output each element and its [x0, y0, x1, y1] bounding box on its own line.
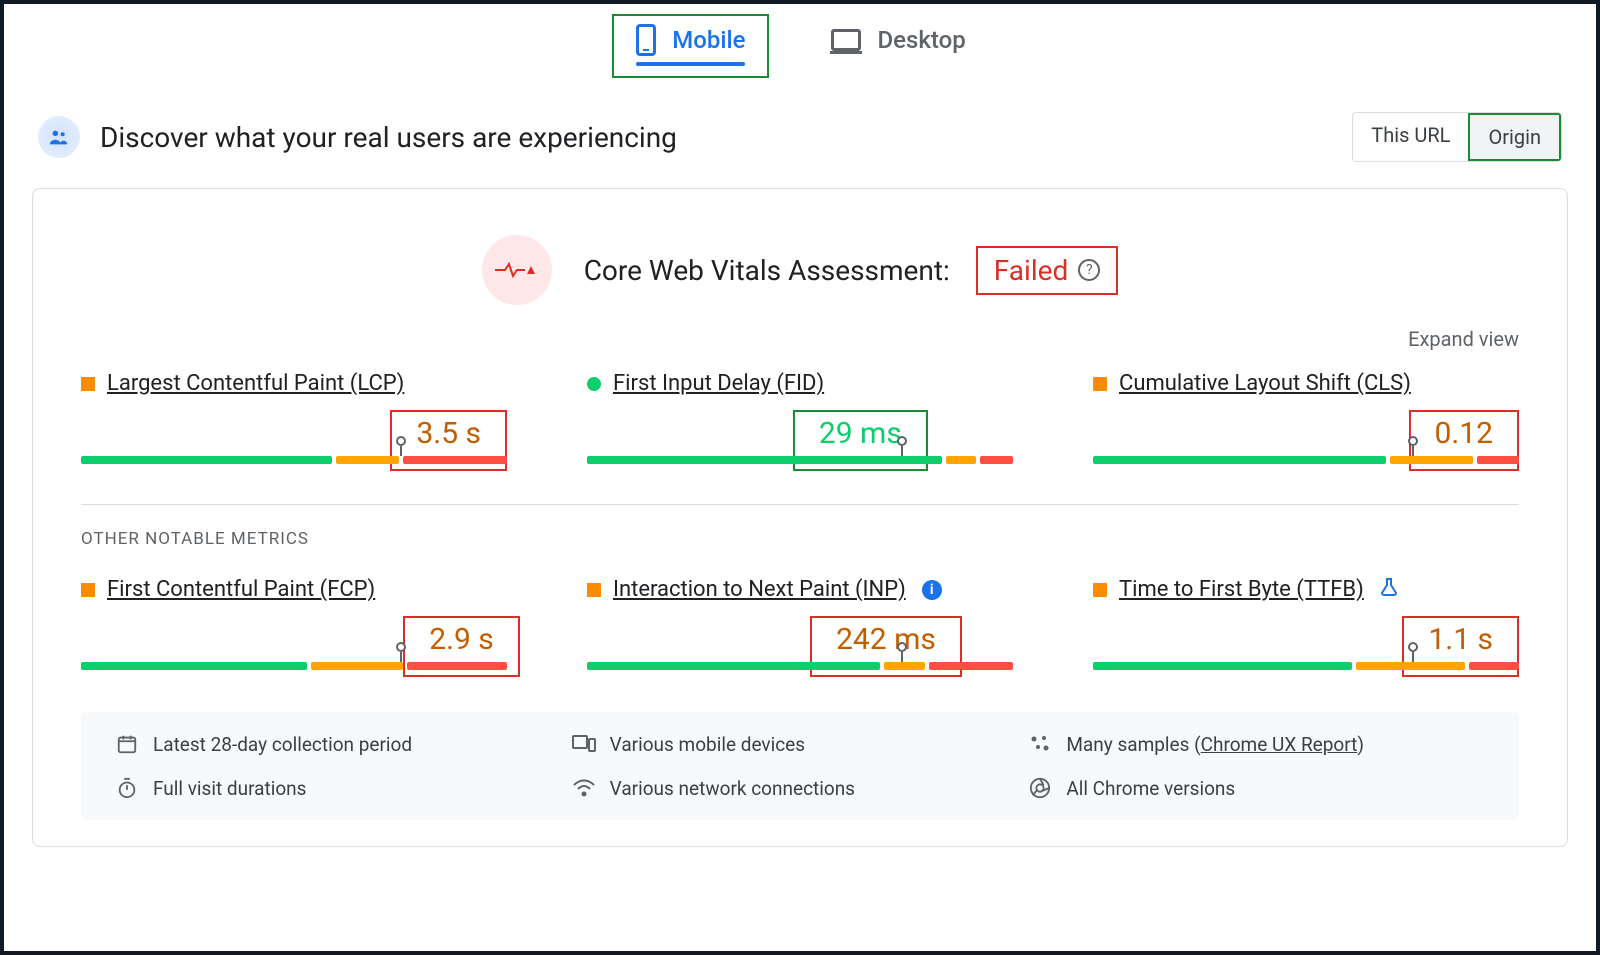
metric-lcp: Largest Contentful Paint (LCP) 3.5 s [81, 371, 507, 470]
metric-value-lcp: 3.5 s [416, 416, 481, 451]
experimental-icon [1380, 577, 1398, 602]
page-headline: Discover what your real users are experi… [100, 121, 677, 154]
status-indicator-ttfb [1093, 583, 1107, 597]
distribution-marker-fcp [396, 642, 406, 662]
users-icon [38, 116, 80, 158]
durations-text: Full visit durations [153, 777, 306, 800]
metric-cls: Cumulative Layout Shift (CLS) 0.12 [1093, 371, 1519, 470]
distribution-marker-cls [1408, 436, 1418, 456]
metric-value-inp: 242 ms [836, 622, 936, 657]
data-collection-info: Latest 28-day collection period Various … [81, 712, 1519, 820]
device-tabs: Mobile Desktop [32, 14, 1568, 78]
assessment-row: Core Web Vitals Assessment: Failed ? [81, 235, 1519, 305]
metrics-divider [81, 504, 1519, 505]
distribution-marker-inp [897, 642, 907, 662]
metric-name-inp[interactable]: Interaction to Next Paint (INP) [613, 577, 906, 602]
assessment-status-box: Failed ? [976, 246, 1119, 295]
metric-inp: Interaction to Next Paint (INP) i 242 ms [587, 577, 1013, 676]
assessment-status: Failed [994, 254, 1069, 287]
tab-mobile[interactable]: Mobile [612, 14, 769, 78]
metric-fcp: First Contentful Paint (FCP) 2.9 s [81, 577, 507, 676]
pulse-icon [482, 235, 552, 305]
scatter-icon [1028, 732, 1052, 756]
metric-name-lcp[interactable]: Largest Contentful Paint (LCP) [107, 371, 404, 396]
chrome-icon [1028, 776, 1052, 800]
mobile-icon [636, 24, 656, 56]
desktop-icon [831, 29, 861, 51]
metric-name-cls[interactable]: Cumulative Layout Shift (CLS) [1119, 371, 1411, 396]
status-indicator-fcp [81, 583, 95, 597]
core-web-vitals-grid: Largest Contentful Paint (LCP) 3.5 s Fir… [81, 371, 1519, 470]
other-metrics-label: OTHER NOTABLE METRICS [81, 529, 1519, 549]
expand-view-link[interactable]: Expand view [81, 327, 1519, 351]
distribution-bar-inp [587, 662, 1013, 670]
metric-value-ttfb: 1.1 s [1428, 622, 1493, 657]
metric-value-cls: 0.12 [1435, 416, 1494, 451]
distribution-bar-fcp [81, 662, 507, 670]
scope-toggle: This URL Origin [1352, 112, 1562, 162]
distribution-bar-fid [587, 456, 1013, 464]
devices-text: Various mobile devices [610, 733, 805, 756]
tab-desktop-label: Desktop [877, 26, 965, 54]
calendar-icon [115, 732, 139, 756]
network-text: Various network connections [610, 777, 855, 800]
status-indicator-cls [1093, 377, 1107, 391]
scope-this-url[interactable]: This URL [1353, 113, 1468, 161]
help-icon[interactable]: ? [1078, 259, 1100, 281]
info-icon[interactable]: i [922, 580, 942, 600]
metric-name-ttfb[interactable]: Time to First Byte (TTFB) [1119, 577, 1364, 602]
distribution-bar-cls [1093, 456, 1519, 464]
stopwatch-icon [115, 776, 139, 800]
status-indicator-fid [587, 377, 601, 391]
metric-ttfb: Time to First Byte (TTFB) 1.1 s [1093, 577, 1519, 676]
tab-mobile-label: Mobile [672, 26, 745, 54]
wifi-icon [572, 776, 596, 800]
devices-icon [572, 732, 596, 756]
chrome-ux-report-link[interactable]: Chrome UX Report [1201, 733, 1358, 756]
tab-desktop[interactable]: Desktop [809, 14, 987, 78]
header-row: Discover what your real users are experi… [32, 112, 1568, 162]
samples-text: Many samples (Chrome UX Report) [1066, 733, 1364, 756]
metric-value-fid: 29 ms [819, 416, 902, 451]
distribution-marker-lcp [396, 436, 406, 456]
status-indicator-lcp [81, 377, 95, 391]
distribution-marker-ttfb [1408, 642, 1418, 662]
chrome-versions-text: All Chrome versions [1066, 777, 1235, 800]
metric-value-fcp: 2.9 s [429, 622, 494, 657]
status-indicator-inp [587, 583, 601, 597]
distribution-bar-lcp [81, 456, 507, 464]
metric-name-fcp[interactable]: First Contentful Paint (FCP) [107, 577, 375, 602]
metric-name-fid[interactable]: First Input Delay (FID) [613, 371, 824, 396]
field-data-card: Core Web Vitals Assessment: Failed ? Exp… [32, 188, 1568, 847]
distribution-bar-ttfb [1093, 662, 1519, 670]
metric-fid: First Input Delay (FID) 29 ms [587, 371, 1013, 470]
scope-origin[interactable]: Origin [1468, 113, 1561, 161]
distribution-marker-fid [897, 436, 907, 456]
other-metrics-grid: First Contentful Paint (FCP) 2.9 s Inter… [81, 577, 1519, 676]
collection-period-text: Latest 28-day collection period [153, 733, 412, 756]
assessment-label: Core Web Vitals Assessment: [584, 254, 950, 287]
